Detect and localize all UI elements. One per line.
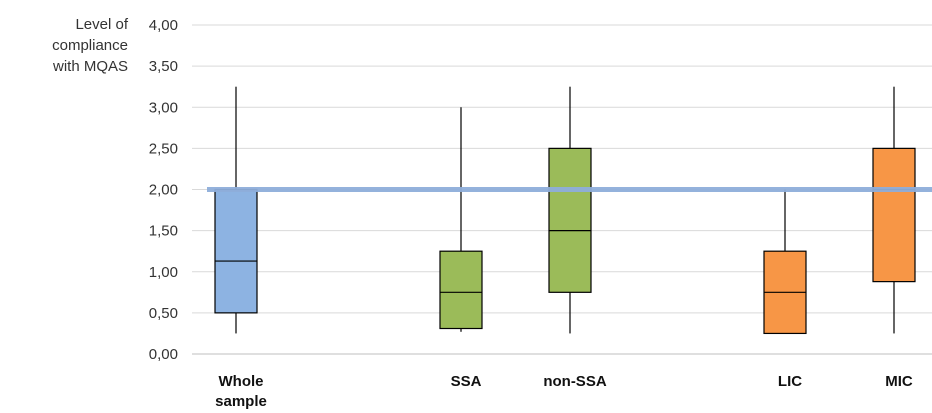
y-tick-label: 1,50	[149, 223, 178, 240]
category-label: non-SSA	[543, 373, 606, 390]
category-label: Whole	[219, 373, 264, 390]
y-axis-title-line: with MQAS	[52, 58, 128, 75]
box	[872, 147, 916, 283]
y-tick-label: 2,50	[149, 140, 178, 157]
y-tick-label: 1,00	[149, 264, 178, 281]
box	[439, 250, 483, 330]
category-labels: Whole sample SSA non-SSA LIC MIC	[215, 373, 913, 410]
category-label: sample	[215, 393, 267, 410]
y-tick-label: 3,50	[149, 58, 178, 75]
boxes	[214, 86, 916, 335]
y-axis-title-line: Level of	[75, 16, 128, 33]
y-axis-title: Level of compliance with MQAS	[0, 14, 128, 77]
category-label: LIC	[778, 373, 802, 390]
box	[214, 188, 258, 314]
category-label: SSA	[451, 373, 482, 390]
y-tick-label: 2,00	[149, 182, 178, 199]
y-tick-label: 3,00	[149, 99, 178, 116]
y-tick-label: 0,50	[149, 305, 178, 322]
box-group	[214, 86, 258, 334]
box-group	[763, 189, 807, 335]
box-group	[439, 107, 483, 332]
y-tick-labels: 0,00 0,50 1,00 1,50 2,00 2,50 3,00 3,50 4,00	[149, 17, 178, 363]
y-tick-label: 0,00	[149, 346, 178, 363]
y-tick-label: 4,00	[149, 17, 178, 34]
box-group	[872, 86, 916, 334]
box-group	[548, 86, 592, 334]
category-label: MIC	[885, 373, 913, 390]
y-axis-title-line: compliance	[52, 37, 128, 54]
box	[548, 147, 592, 293]
